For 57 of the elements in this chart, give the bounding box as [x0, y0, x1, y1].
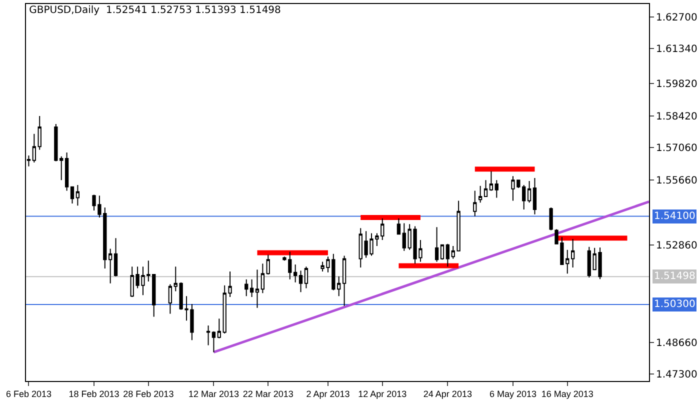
candlestick: [212, 330, 216, 353]
x-tick-label: 12 Apr 2013: [358, 388, 407, 399]
y-tick-label: 1.59820: [656, 79, 698, 90]
candlestick: [402, 222, 406, 252]
y-tick-label: 1.55660: [656, 176, 698, 187]
candlestick: [250, 278, 254, 298]
ref-line-label: 1.50300: [654, 299, 696, 310]
y-tick-label: 1.62700: [656, 12, 698, 24]
x-tick-label: 6 Feb 2013: [6, 388, 52, 399]
candlestick: [76, 184, 80, 206]
x-tick-label: 6 May 2013: [489, 388, 536, 399]
candlestick: [244, 278, 248, 297]
ref-line-label: 1.54100: [654, 211, 696, 222]
y-tick-label: 1.57060: [656, 143, 698, 154]
ref-line-label: 1.51498: [654, 271, 696, 282]
candlestick: [532, 178, 537, 215]
candlestick: [396, 218, 401, 235]
x-tick-label: 18 Feb 2013: [68, 388, 120, 399]
candlestick: [342, 255, 346, 306]
candlestick: [168, 284, 172, 314]
candlestick: [70, 186, 74, 204]
candlestick: [260, 263, 265, 294]
candlestick: [304, 266, 308, 289]
y-tick-label: 1.61340: [656, 44, 698, 55]
candlestick: [434, 226, 439, 262]
candlestick: [38, 116, 42, 150]
candlestick: [478, 185, 482, 204]
candlestick: [217, 318, 221, 339]
candlestick: [489, 170, 494, 192]
y-tick-label: 1.47300: [656, 370, 698, 381]
candlestick: [473, 190, 477, 217]
x-tick-label: 24 Apr 2013: [423, 388, 472, 399]
candlestick: [206, 325, 210, 346]
y-tick-label: 1.48660: [656, 338, 698, 349]
candlestick: [446, 243, 450, 268]
candlestick: [494, 180, 498, 198]
candlestick: [255, 269, 260, 308]
x-tick-label: 16 May 2013: [541, 388, 594, 399]
candlestick: [64, 152, 69, 192]
y-tick-label: 1.58420: [656, 112, 698, 123]
y-tick-label: 1.52860: [656, 240, 698, 252]
candlestick: [298, 270, 303, 293]
candlestick: [587, 246, 591, 278]
candlestick: [294, 264, 298, 283]
chart-title: GBPUSD,Daily 1.52541 1.52753 1.51393 1.51498: [29, 5, 281, 16]
candlestick: [527, 180, 532, 204]
candlestick: [570, 238, 575, 268]
candlestick: [266, 254, 270, 276]
candlestick: [484, 180, 488, 198]
candlestick: [114, 238, 118, 277]
x-tick-label: 22 Mar 2013: [242, 388, 294, 399]
x-tick-label: 2 Apr 2013: [306, 388, 350, 399]
x-tick-label: 28 Feb 2013: [123, 388, 174, 399]
candlestick: [108, 248, 112, 284]
candlestick: [32, 133, 36, 163]
candlestick: [440, 244, 444, 260]
x-tick-label: 12 Mar 2013: [188, 388, 239, 399]
